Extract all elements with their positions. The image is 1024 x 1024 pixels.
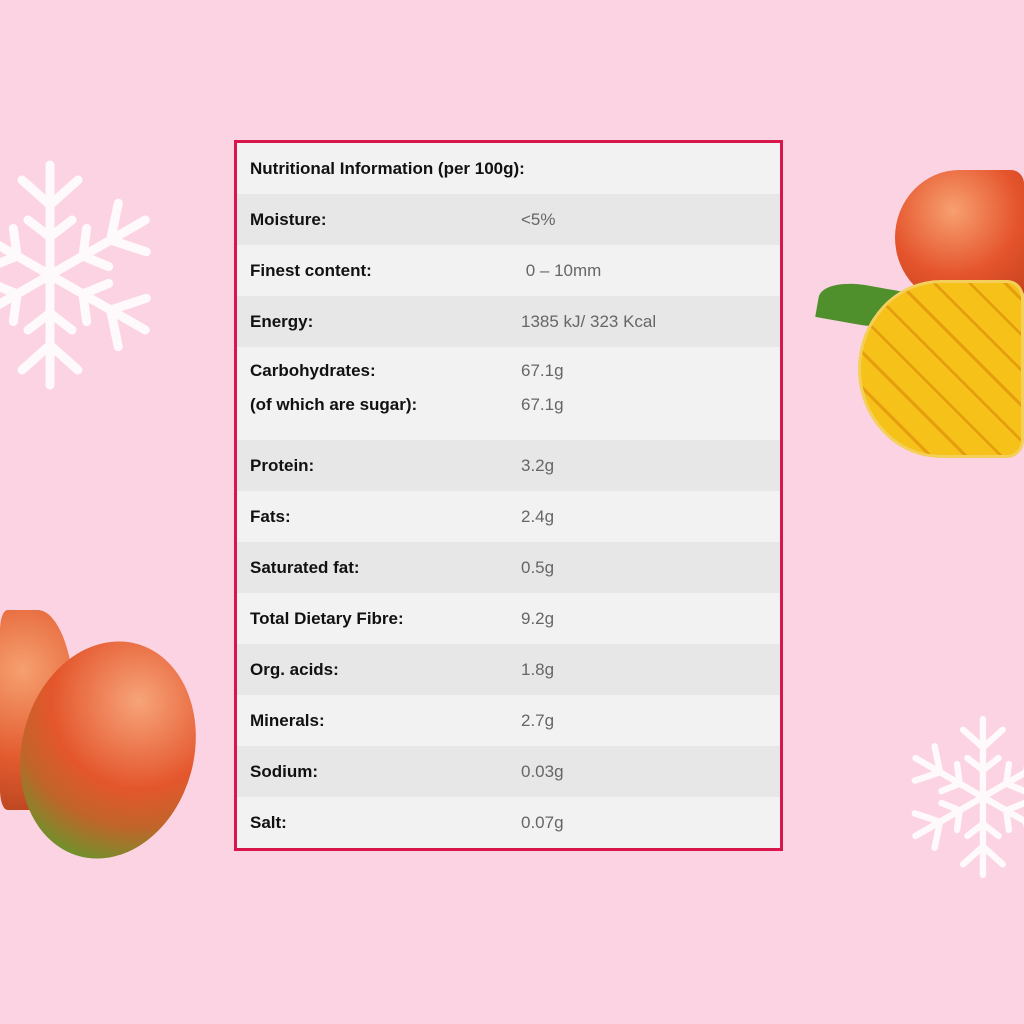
table-row: Energy: 1385 kJ/ 323 Kcal (237, 296, 780, 347)
row-label: Total Dietary Fibre: (250, 608, 404, 628)
sugar-label: (of which are sugar): (250, 395, 418, 414)
row-value: 3.2g (521, 455, 555, 475)
row-label: Fats: (250, 506, 291, 526)
snowflake-icon (898, 712, 1024, 882)
row-label: Protein: (250, 455, 315, 475)
row-value: 0.07g (521, 812, 564, 832)
row-value: 0 – 10mm (521, 260, 602, 280)
row-value: 67.1g 67.1g (521, 354, 564, 422)
row-value: 2.4g (521, 506, 555, 526)
sugar-value: 67.1g (521, 395, 564, 414)
table-row: Org. acids: 1.8g (237, 644, 780, 695)
row-value: 2.7g (521, 710, 555, 730)
table-title: Nutritional Information (per 100g): (250, 158, 525, 178)
nutrition-table: Nutritional Information (per 100g): Mois… (234, 140, 783, 851)
row-value: 0.5g (521, 557, 555, 577)
cut-mango-image (858, 280, 1024, 458)
table-row: Finest content: 0 – 10mm (237, 245, 780, 296)
row-value: 0.03g (521, 761, 564, 781)
table-row: Saturated fat: 0.5g (237, 542, 780, 593)
carbohydrates-value: 67.1g (521, 361, 564, 380)
row-value: 1.8g (521, 659, 555, 679)
carbohydrates-label: Carbohydrates: (250, 361, 376, 380)
table-header: Nutritional Information (per 100g): (237, 143, 780, 194)
row-value: 9.2g (521, 608, 555, 628)
table-row: Sodium: 0.03g (237, 746, 780, 797)
row-label: Carbohydrates: (of which are sugar): (250, 354, 417, 422)
table-row: Salt: 0.07g (237, 797, 780, 848)
row-label: Saturated fat: (250, 557, 360, 577)
row-label: Finest content: (250, 260, 372, 280)
table-row: Minerals: 2.7g (237, 695, 780, 746)
row-label: Salt: (250, 812, 287, 832)
row-value: 1385 kJ/ 323 Kcal (521, 311, 657, 331)
snowflake-icon (0, 160, 170, 395)
table-row: Carbohydrates: (of which are sugar): 67.1… (237, 347, 780, 440)
table-row: Fats: 2.4g (237, 491, 780, 542)
table-row: Protein: 3.2g (237, 440, 780, 491)
row-label: Sodium: (250, 761, 318, 781)
row-label: Org. acids: (250, 659, 339, 679)
table-row: Total Dietary Fibre: 9.2g (237, 593, 780, 644)
row-label: Minerals: (250, 710, 325, 730)
row-value: <5% (521, 209, 556, 229)
row-label: Moisture: (250, 209, 327, 229)
row-label: Energy: (250, 311, 314, 331)
table-row: Moisture: <5% (237, 194, 780, 245)
